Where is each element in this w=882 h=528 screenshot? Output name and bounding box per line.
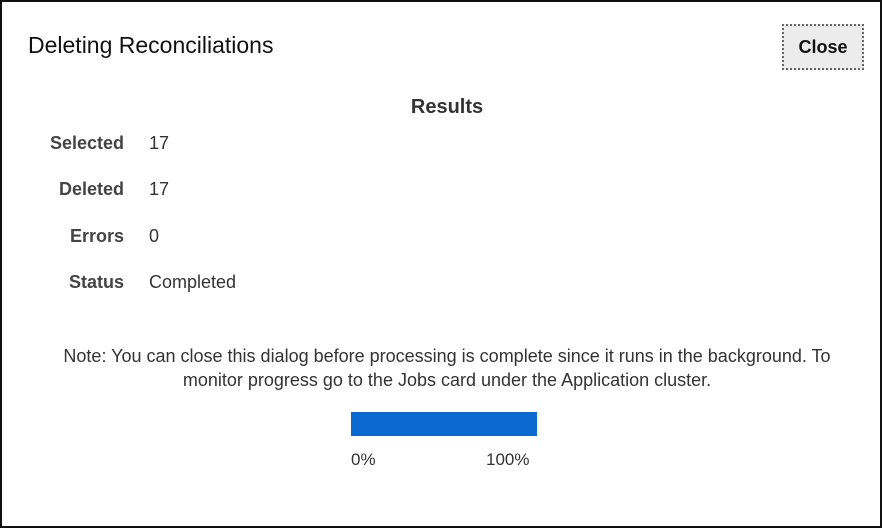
result-label: Errors — [69, 226, 124, 246]
results-heading: Results — [410, 96, 484, 118]
progress-bar — [351, 412, 537, 436]
result-label: Deleted — [58, 179, 124, 199]
result-value: 17 — [149, 133, 170, 153]
dialog-title: Deleting Reconciliations — [28, 32, 274, 58]
result-value: 0 — [149, 226, 160, 246]
note-text: Note: You can close this dialog before p… — [63, 346, 831, 390]
progress-max-label: 100% — [486, 450, 530, 469]
close-button[interactable]: Close — [782, 24, 864, 70]
progress-min-label: 0% — [351, 450, 376, 469]
result-label: Status — [68, 272, 124, 292]
result-value: 17 — [149, 179, 170, 199]
progress-fill — [351, 412, 537, 436]
result-label: Selected — [49, 133, 124, 153]
result-value: Completed — [149, 272, 237, 292]
